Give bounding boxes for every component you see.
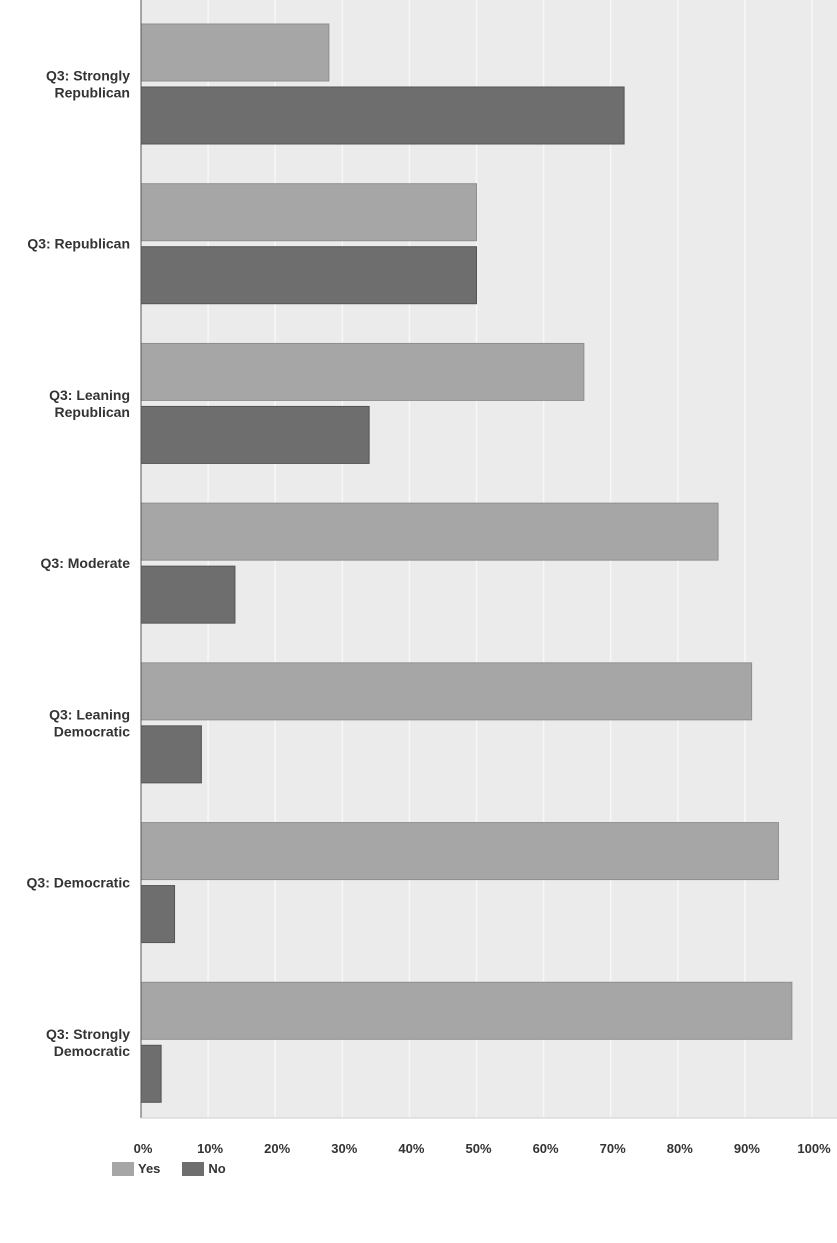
legend-swatch-yes: [112, 1161, 134, 1176]
x-tick-label: 80%: [667, 1141, 693, 1156]
bar-no: [140, 86, 625, 145]
legend-item-no[interactable]: No: [182, 1161, 226, 1176]
x-tick-label: 70%: [600, 1141, 626, 1156]
bar-yes: [140, 822, 779, 881]
x-tick-label: 20%: [264, 1141, 290, 1156]
x-tick-label: 100%: [797, 1141, 831, 1156]
legend-item-yes[interactable]: Yes: [112, 1161, 160, 1176]
legend-swatch-no: [182, 1161, 205, 1176]
bar-no: [140, 725, 202, 784]
bar-yes: [140, 981, 793, 1040]
legend-label-no: No: [208, 1161, 226, 1176]
x-tick-label: 30%: [331, 1141, 357, 1156]
legend: Yes No: [112, 1161, 248, 1176]
bar-yes: [140, 183, 477, 242]
x-tick-label: 10%: [197, 1141, 223, 1156]
x-tick-label: 50%: [465, 1141, 491, 1156]
category-label: Q3: Leaning Democratic: [49, 706, 130, 739]
bar-no: [140, 246, 477, 305]
category-labels: Q3: Strongly Republican Q3: Republican Q3: …: [27, 68, 131, 1059]
category-label: Q3: Leaning Republican: [49, 387, 130, 420]
x-tick-label: 90%: [734, 1141, 760, 1156]
category-label: Q3: Strongly Republican: [46, 68, 130, 101]
category-label: Q3: Moderate: [41, 555, 131, 571]
bar-no: [140, 565, 236, 624]
legend-label-yes: Yes: [138, 1161, 161, 1176]
x-tick-labels: 0% 10% 20% 30% 40% 50% 60% 70% 80% 90% 100%: [134, 1141, 831, 1156]
x-tick-label: 40%: [398, 1141, 424, 1156]
bar-no: [140, 885, 176, 944]
x-tick-label: 60%: [533, 1141, 559, 1156]
bar-yes: [140, 342, 585, 401]
category-label: Q3: Republican: [27, 236, 130, 252]
bar-no: [140, 1044, 162, 1103]
bar-yes: [140, 502, 719, 561]
x-tick-label: 0%: [134, 1141, 153, 1156]
bars: [140, 23, 793, 1103]
bar-no: [140, 405, 370, 464]
bar-yes: [140, 662, 753, 721]
bar-yes: [140, 23, 330, 82]
category-label: Q3: Democratic: [27, 875, 131, 891]
category-label: Q3: Strongly Democratic: [46, 1026, 130, 1059]
